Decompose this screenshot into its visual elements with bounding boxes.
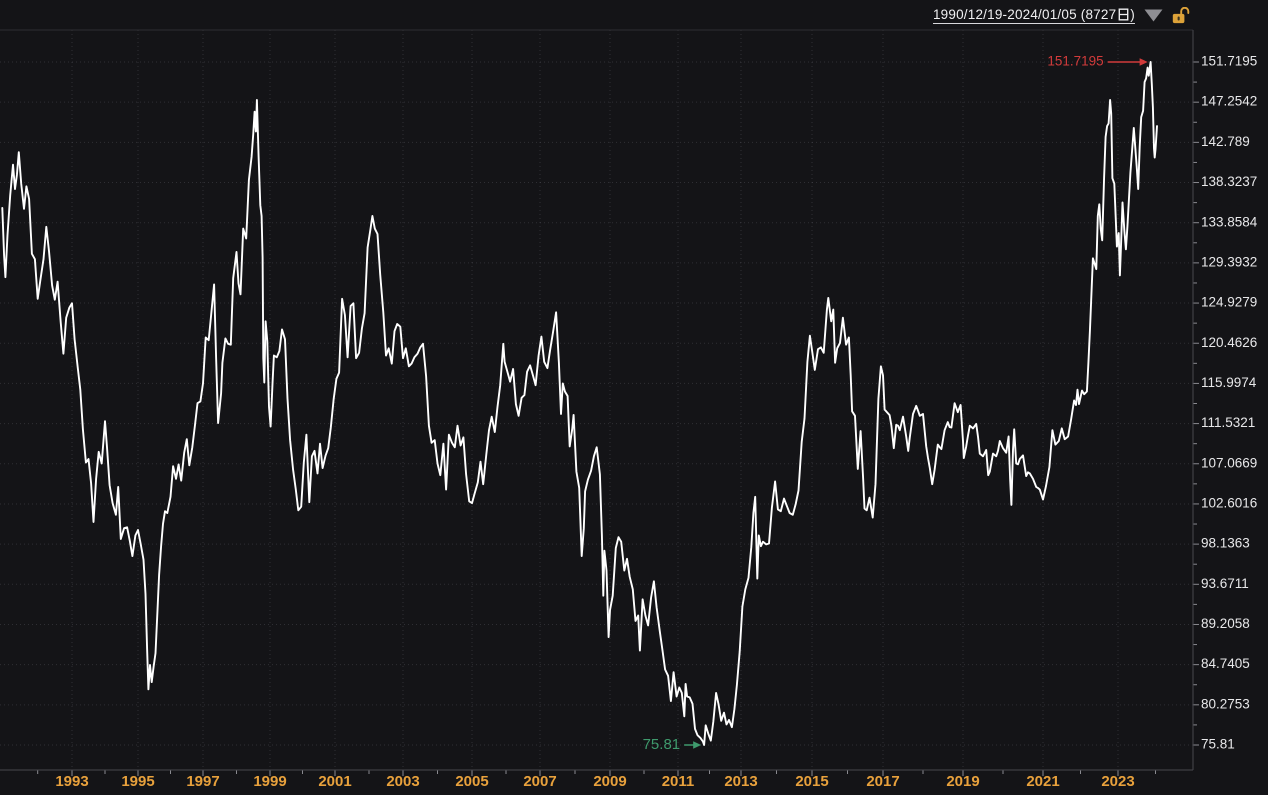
y-tick-label: 138.3237 [1201,174,1257,189]
min-annotation-arrowhead [693,741,702,749]
max-price-annotation: 151.7195 [1047,54,1103,69]
days-open-paren: ( [1076,6,1086,22]
y-tick-label: 102.6016 [1201,496,1257,511]
min-price-annotation: 75.81 [643,736,681,753]
x-tick-label: 2001 [318,773,351,790]
days-close-paren: ) [1130,6,1135,22]
price-line [1,61,1158,746]
x-tick-label: 2017 [866,773,899,790]
y-tick-label: 120.4626 [1201,335,1257,350]
x-tick-label: 1995 [121,773,154,790]
x-tick-label: 2019 [946,773,979,790]
range-dropdown-button[interactable] [1144,9,1163,22]
chart-header: 1990/12/19-2024/01/05 (8727) [0,2,1268,28]
y-tick-label: 124.9279 [1201,295,1257,310]
x-tick-label: 2015 [795,773,828,790]
y-tick-label: 115.9974 [1201,375,1257,390]
y-tick-label: 80.2753 [1201,696,1250,711]
max-annotation-arrowhead [1139,58,1148,66]
x-tick-label: 2003 [386,773,419,790]
x-tick-label: 2007 [523,773,556,790]
y-tick-label: 111.5321 [1201,415,1255,430]
days-count: 8727 [1085,6,1117,22]
y-tick-label: 98.1363 [1201,536,1250,551]
x-tick-label: 1997 [186,773,219,790]
y-tick-label: 151.7195 [1201,54,1257,69]
x-tick-label: 2023 [1101,773,1134,790]
y-tick-label: 133.8584 [1201,214,1258,229]
y-tick-label: 142.789 [1201,134,1250,149]
y-tick-label: 75.81 [1201,737,1235,752]
x-tick-label: 2009 [593,773,626,790]
x-tick-label: 1993 [55,773,88,790]
x-tick-label: 2011 [662,773,695,790]
y-tick-label: 107.0669 [1201,455,1257,470]
x-tick-label: 2013 [724,773,757,790]
x-tick-label: 2005 [455,773,488,790]
y-tick-label: 129.3932 [1201,254,1257,269]
y-tick-label: 93.6711 [1201,576,1249,591]
x-tick-label: 1999 [253,773,286,790]
y-tick-label: 147.2542 [1201,94,1257,109]
y-tick-label: 89.2058 [1201,616,1250,631]
y-tick-label: 84.7405 [1201,656,1250,671]
x-tick-label: 2021 [1026,773,1059,790]
date-range-text: 1990/12/19-2024/01/05 [932,6,1077,22]
unlocked-padlock-icon [1172,6,1190,23]
kanji-day-glyph [1118,7,1129,21]
scale-lock-toggle[interactable] [1172,6,1190,24]
triangle-down-icon [1144,9,1163,21]
date-range-selector[interactable]: 1990/12/19-2024/01/05 (8727) [932,6,1135,24]
